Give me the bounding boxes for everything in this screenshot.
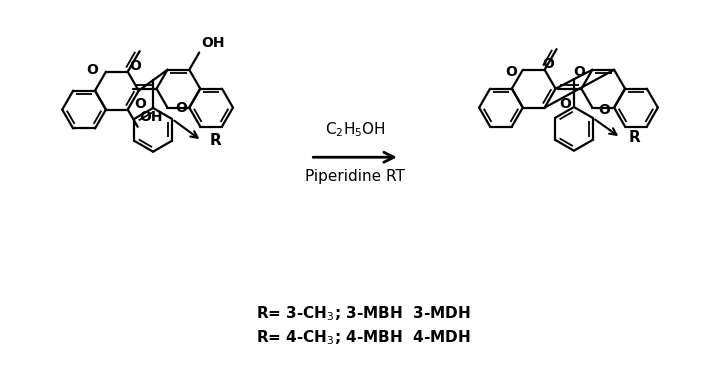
Text: OH: OH — [201, 35, 225, 50]
Text: O: O — [176, 101, 187, 115]
Text: O: O — [130, 59, 142, 73]
Text: C$_2$H$_5$OH: C$_2$H$_5$OH — [325, 121, 386, 139]
Text: O: O — [542, 57, 555, 71]
Text: OH: OH — [139, 110, 163, 124]
Text: R= 4-CH$_3$; 4-MBH  4-MDH: R= 4-CH$_3$; 4-MBH 4-MDH — [256, 328, 470, 347]
Text: O: O — [135, 97, 147, 110]
Text: R: R — [629, 130, 640, 145]
Text: O: O — [86, 63, 98, 77]
Text: O: O — [598, 103, 610, 116]
Text: R: R — [210, 133, 221, 148]
Text: O: O — [560, 97, 571, 110]
Text: Piperidine RT: Piperidine RT — [305, 169, 405, 184]
Text: O: O — [574, 65, 585, 79]
Text: O: O — [505, 65, 517, 79]
Text: R= 3-CH$_3$; 3-MBH  3-MDH: R= 3-CH$_3$; 3-MBH 3-MDH — [256, 305, 470, 323]
